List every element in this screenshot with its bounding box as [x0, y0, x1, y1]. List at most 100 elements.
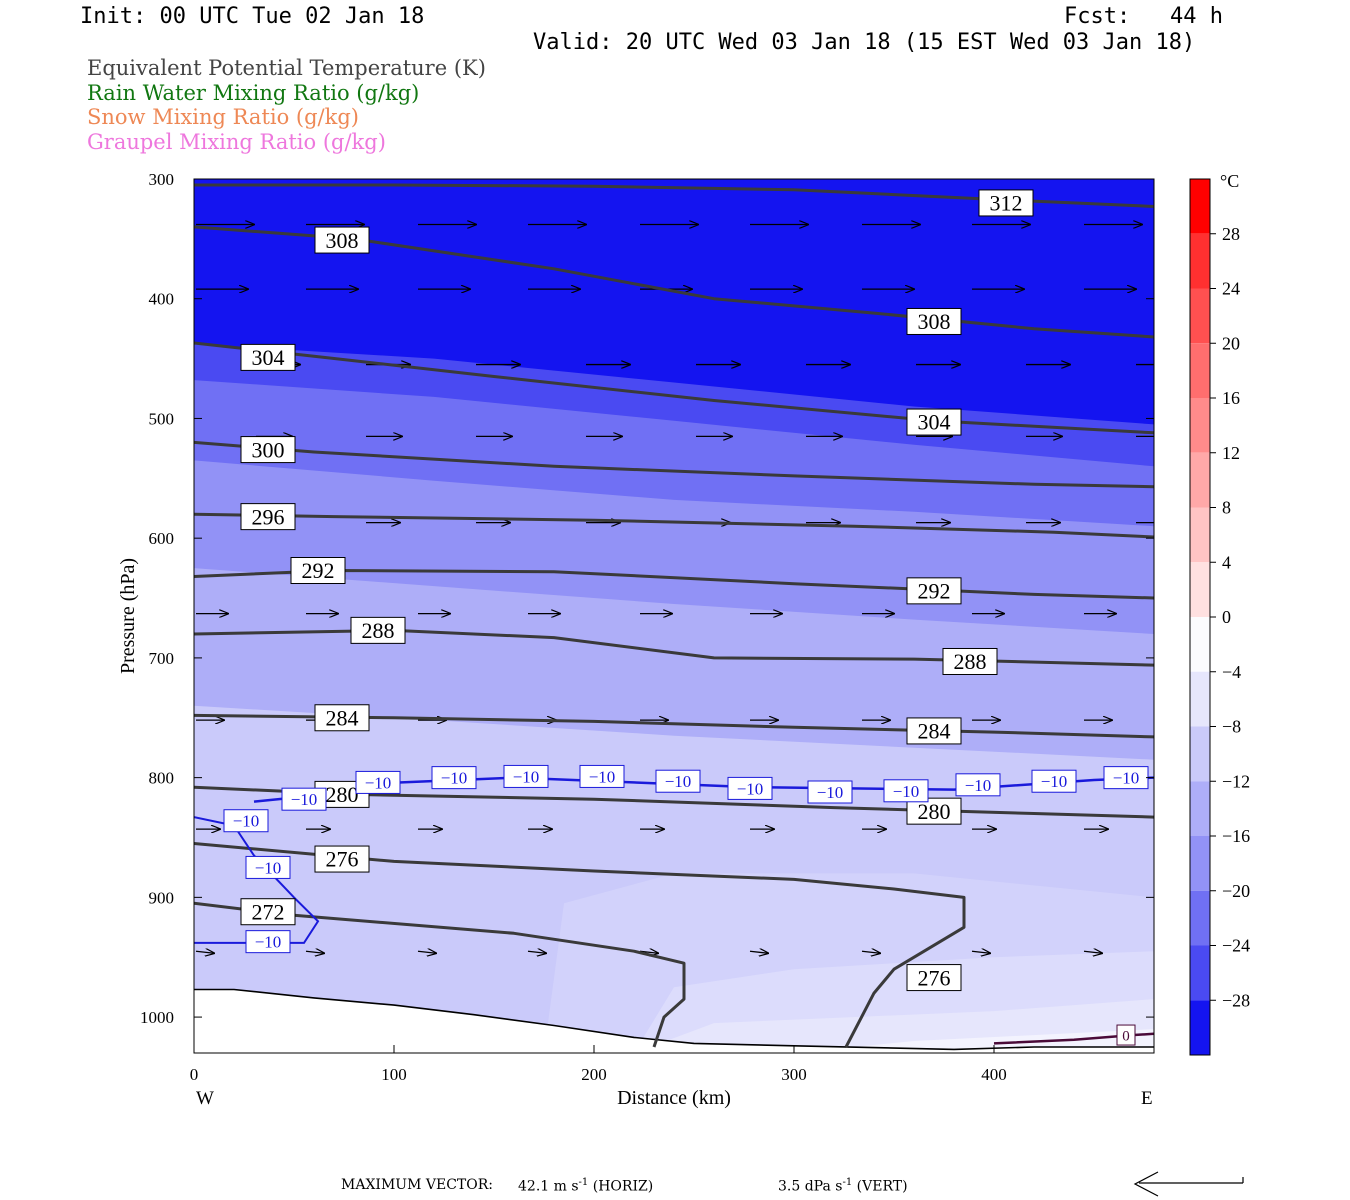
- theta-e-contour: [194, 512, 1154, 539]
- y-tick-label: 400: [149, 290, 175, 309]
- contour-label: 284: [326, 705, 359, 730]
- minus10-label-box: [245, 930, 291, 954]
- max-vector-vert: 3.5 dPa s-1 (VERT): [778, 1178, 908, 1194]
- minus10-label-box: [281, 787, 327, 811]
- minus10-label: −10: [441, 769, 468, 788]
- contour-label-box: [240, 503, 296, 531]
- contour-label: 276: [918, 965, 951, 990]
- contour-label-box: [314, 845, 370, 873]
- horiz-value: 42.1 m s: [518, 1178, 579, 1195]
- y-tick-label: 700: [149, 649, 175, 668]
- temp-layer: [194, 1029, 1154, 1053]
- vert-value: 3.5 dPa s: [778, 1178, 843, 1195]
- colorbar-swatch: [1190, 179, 1210, 234]
- colorbar-label: −8: [1222, 717, 1241, 737]
- west-label: W: [196, 1088, 214, 1109]
- temperature-shading: [194, 179, 1154, 1053]
- colorbar-swatch: [1190, 343, 1210, 398]
- contour-label: 308: [918, 309, 951, 334]
- max-vector-horiz: 42.1 m s-1 (HORIZ): [518, 1178, 653, 1194]
- minus10-label: −10: [1041, 772, 1068, 791]
- vert-exponent: -1: [842, 1177, 853, 1188]
- minus10-label-box: [883, 779, 929, 803]
- y-tick-label: 500: [149, 409, 175, 428]
- colorbar-label: 12: [1222, 443, 1240, 463]
- minus10-label: −10: [1113, 769, 1140, 788]
- plot-frame: [193, 178, 1155, 1054]
- y-tick-label: 1000: [140, 1008, 174, 1027]
- colorbar-swatch: [1190, 890, 1210, 946]
- axes: 300 400 500 600 700 800 900 1000 0 100 200 300 400: [140, 170, 1154, 1084]
- minus10-label-box: [431, 766, 477, 790]
- colorbar-swatch: [1190, 781, 1210, 836]
- temp-layer: [194, 999, 1154, 1053]
- contour-label-box: [906, 307, 962, 335]
- colorbar-label: 20: [1222, 333, 1240, 353]
- contour-label-box: [240, 436, 296, 464]
- theta-e-contour: [194, 901, 686, 1048]
- legend-graupel: Graupel Mixing Ratio (g/kg): [87, 130, 386, 154]
- colorbar-swatch: [1190, 836, 1210, 891]
- valid-time: Valid: 20 UTC Wed 03 Jan 18 (15 EST Wed …: [533, 30, 1196, 55]
- east-label: E: [1141, 1088, 1153, 1109]
- colorbar-unit: °C: [1220, 171, 1239, 191]
- vert-tag: (VERT): [856, 1178, 908, 1195]
- x-tick-label: 100: [381, 1065, 407, 1084]
- colorbar-swatch: [1190, 562, 1210, 617]
- wind-vector: [305, 951, 324, 953]
- horiz-exponent: -1: [578, 1177, 589, 1188]
- minus10-label: −10: [665, 772, 692, 791]
- contour-label-box: [314, 226, 370, 254]
- colorbar-swatch: [1190, 288, 1210, 344]
- contour-label: 288: [362, 618, 395, 643]
- wind-vector: [639, 951, 658, 953]
- contour-label: 308: [326, 228, 359, 253]
- x-tick-label: 200: [581, 1065, 607, 1084]
- contour-label: 280: [326, 782, 359, 807]
- contour-label: 292: [918, 579, 951, 604]
- colorbar-label: 16: [1222, 388, 1240, 408]
- minus10-label: −10: [365, 773, 392, 792]
- minus10-label-box: [727, 776, 773, 800]
- legend-theta-e: Equivalent Potential Temperature (K): [87, 56, 486, 80]
- contour-label-box: [290, 557, 346, 585]
- terrain-surface: [194, 988, 1154, 1051]
- y-tick-label: 300: [149, 170, 175, 189]
- minus10-label: −10: [737, 779, 764, 798]
- colorbar-label: 28: [1222, 224, 1240, 244]
- colorbar-swatch: [1190, 617, 1210, 672]
- contour-label: 272: [252, 899, 285, 924]
- minus10-label: −10: [965, 776, 992, 795]
- wind-vector: [1083, 951, 1102, 953]
- horiz-tag: (HORIZ): [592, 1178, 654, 1195]
- y-tick-label: 800: [149, 769, 175, 788]
- zero-label-box: [1116, 1024, 1136, 1046]
- wind-vector: [417, 951, 436, 953]
- colorbar-swatch: [1190, 945, 1210, 1001]
- contour-label: 304: [918, 410, 951, 435]
- x-tick-label: 0: [190, 1065, 199, 1084]
- contour-label-box: [350, 616, 406, 644]
- colorbar-label: −16: [1222, 826, 1250, 846]
- terrain-fill: [194, 989, 1154, 1053]
- y-tick-label: 600: [149, 529, 175, 548]
- y-axis-label: Pressure (hPa): [117, 558, 139, 674]
- colorbar-swatch: [1190, 726, 1210, 782]
- colorbar-label: 8: [1222, 498, 1231, 518]
- legend-rain-water: Rain Water Mixing Ratio (g/kg): [87, 81, 420, 105]
- init-time: Init: 00 UTC Tue 02 Jan 18: [80, 4, 425, 29]
- contour-label: 288: [954, 649, 987, 674]
- contour-label-box: [906, 577, 962, 605]
- colorbar-label: −24: [1222, 936, 1250, 956]
- minus10-label-box: [955, 773, 1001, 797]
- wind-vector: [749, 951, 768, 953]
- contour-label: 280: [918, 799, 951, 824]
- minus10-label: −10: [513, 767, 540, 786]
- legend-snow: Snow Mixing Ratio (g/kg): [87, 105, 359, 129]
- zero-line: [993, 1032, 1154, 1045]
- minus10-label-box: [245, 855, 291, 879]
- wind-vector: [195, 951, 214, 953]
- contour-label: 304: [252, 345, 285, 370]
- minus10-label: −10: [893, 782, 920, 801]
